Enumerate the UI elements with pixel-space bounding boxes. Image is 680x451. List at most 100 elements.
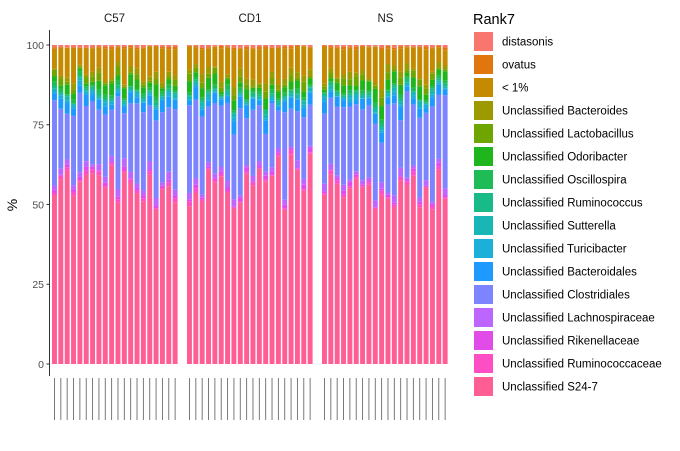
bar-segment (269, 93, 275, 96)
bar-segment (442, 89, 448, 96)
bar-segment (83, 88, 89, 91)
bar-segment (83, 106, 89, 162)
sample-bar (115, 45, 121, 364)
bar-segment (404, 76, 410, 79)
bar-segment (77, 181, 83, 364)
bar-segment (218, 96, 224, 98)
sample-bar (237, 45, 243, 364)
y-tick-label: 25 (32, 279, 44, 291)
bar-segment (288, 154, 294, 364)
bar-segment (307, 84, 313, 87)
bar-segment (429, 86, 435, 89)
bar-segment (275, 98, 281, 101)
bar-segment (115, 61, 121, 67)
bar-segment (429, 48, 435, 72)
bar-segment (341, 95, 346, 97)
bar-segment (334, 78, 340, 83)
bar-segment (102, 98, 108, 101)
legend-swatch (474, 308, 493, 327)
legend-swatch (474, 354, 493, 373)
bar-segment (250, 87, 256, 91)
legend-item: Unclassified Bacteroides (474, 101, 628, 120)
bar-segment (199, 201, 205, 364)
bar-segment (77, 80, 83, 86)
bar-segment (307, 76, 313, 79)
bar-segment (193, 76, 199, 80)
bar-segment (212, 46, 218, 67)
bar-segment (77, 77, 83, 81)
bar-segment (269, 95, 275, 98)
legend-label: ovatus (502, 60, 536, 72)
bar-segment (231, 113, 237, 118)
bar-segment (172, 202, 178, 364)
bar-segment (134, 89, 140, 91)
legend-swatch (474, 262, 493, 281)
bar-segment (385, 198, 391, 364)
bar-segment (140, 201, 146, 364)
bar-segment (347, 102, 353, 107)
bar-segment (147, 95, 153, 106)
bar-segment (288, 148, 294, 151)
bar-segment (282, 208, 288, 210)
bar-segment (269, 71, 275, 79)
bar-segment (366, 45, 372, 47)
bar-segment (147, 45, 153, 46)
bar-segment (366, 90, 372, 93)
sample-bar (193, 45, 199, 364)
bar-segment (347, 98, 353, 103)
bar-segment (193, 193, 199, 364)
bar-segment (58, 175, 64, 180)
bar-segment (275, 102, 281, 106)
bar-segment (301, 45, 307, 46)
bar-segment (250, 96, 256, 98)
bar-segment (282, 48, 288, 79)
bar-segment (244, 49, 250, 79)
bar-segment (83, 170, 89, 175)
bar-segment (96, 171, 102, 176)
bar-segment (128, 103, 134, 172)
bar-segment (134, 103, 140, 184)
bar-segment (307, 148, 313, 153)
bar-segment (341, 45, 346, 47)
bar-segment (250, 86, 256, 88)
bar-segment (269, 174, 275, 176)
bar-segment (398, 71, 404, 78)
bar-segment (334, 77, 340, 79)
bar-segment (347, 71, 353, 80)
bar-segment (244, 173, 250, 364)
bar-segment (71, 47, 76, 49)
bar-segment (199, 100, 205, 103)
bar-segment (341, 78, 346, 86)
bar-segment (417, 86, 423, 100)
bar-segment (134, 94, 140, 98)
bar-segment (102, 187, 108, 364)
bar-segment (322, 183, 327, 192)
bar-segment (269, 89, 275, 94)
bar-segment (187, 46, 192, 70)
sample-bar (328, 45, 334, 364)
bar-segment (147, 169, 153, 172)
bar-segment (231, 110, 237, 113)
bar-segment (199, 88, 205, 98)
bar-segment (307, 86, 313, 88)
bar-segment (328, 45, 334, 47)
bar-segment (187, 45, 192, 47)
bar-segment (307, 45, 313, 47)
bar-segment (58, 45, 64, 47)
bar-segment (301, 45, 307, 47)
bar-segment (429, 209, 435, 364)
bar-segment (322, 194, 327, 364)
bar-segment (237, 87, 243, 92)
bar-segment (379, 89, 385, 98)
bar-segment (275, 84, 281, 90)
sample-bar (244, 45, 250, 364)
legend-swatch (474, 377, 493, 396)
bar-segment (52, 93, 57, 101)
bar-segment (225, 91, 231, 96)
sample-bar (83, 45, 89, 364)
bar-segment (404, 47, 410, 64)
bar-segment (288, 108, 294, 147)
bar-segment (102, 85, 108, 95)
bar-segment (301, 81, 307, 92)
bar-segment (360, 98, 366, 110)
